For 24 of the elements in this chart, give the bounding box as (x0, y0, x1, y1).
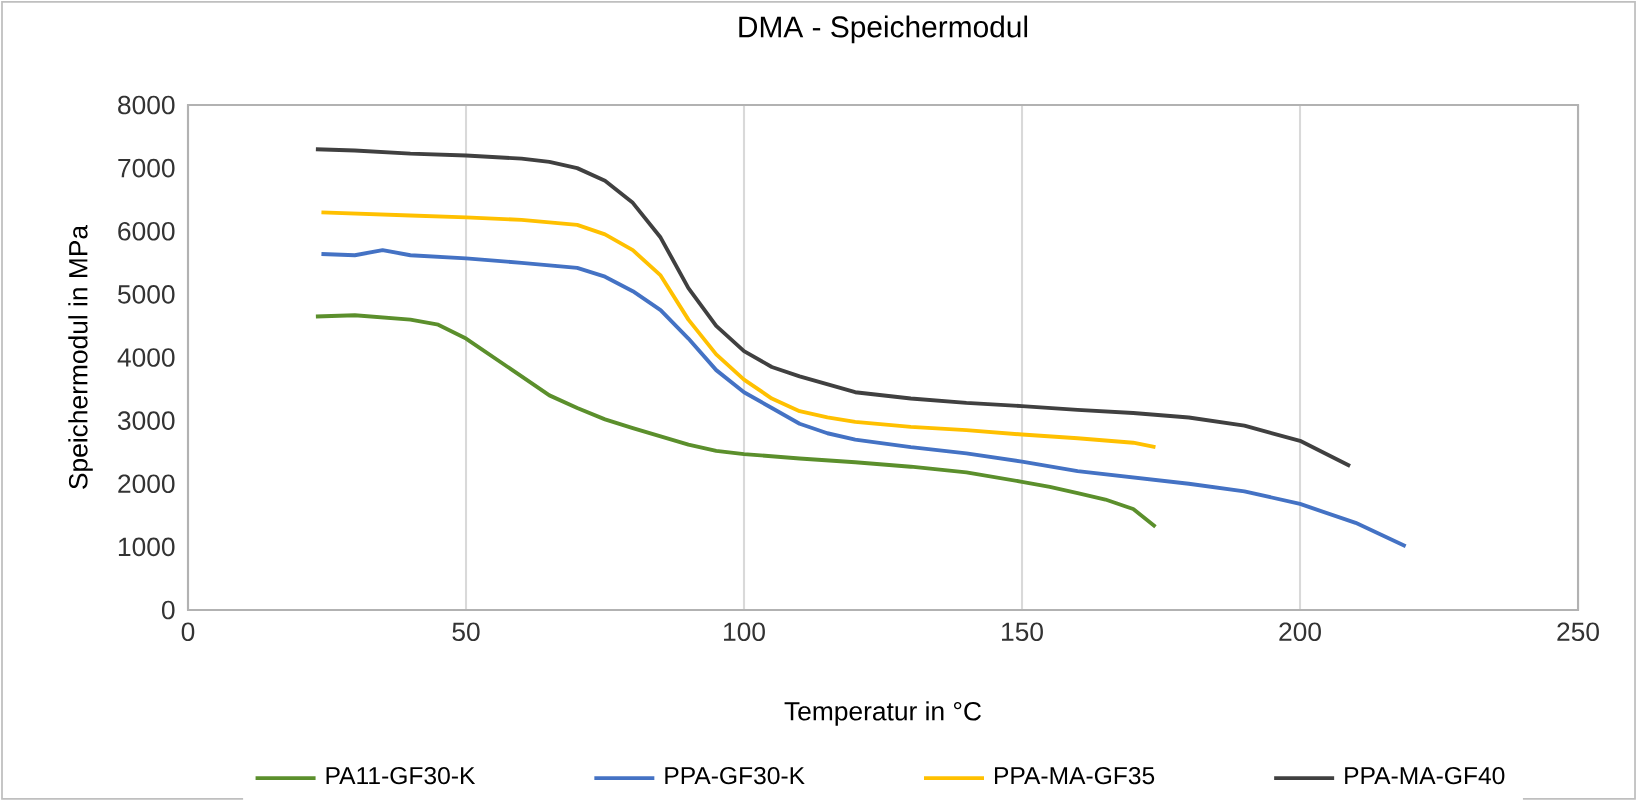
x-axis-title: Temperatur in °C (784, 701, 981, 726)
y-tick-label: 2000 (118, 474, 175, 494)
x-tick-label: 50 (452, 622, 480, 642)
y-tick-label: 7000 (118, 158, 175, 178)
line-series (313, 147, 1352, 469)
y-tick-label: 5000 (117, 285, 175, 304)
legend-label: PA11-GF30-K (326, 766, 476, 785)
x-tick-label: 150 (1002, 622, 1043, 642)
y-axis-title: Speichermodul in MPa (68, 224, 93, 489)
x-tick-label: 0 (181, 622, 195, 642)
legend-label: PPA-MA-GF40 (1345, 766, 1505, 785)
legend-label: PPA-GF30-K (665, 766, 805, 785)
line-series (319, 210, 1158, 450)
chart-title: DMA - Speichermodul (739, 15, 1028, 44)
legend-label: PPA-MA-GF35 (995, 766, 1155, 785)
x-tick-label: 200 (1279, 622, 1321, 642)
y-tick-label: 6000 (118, 221, 175, 241)
y-tick-label: 8000 (118, 95, 175, 115)
y-tick-label: 4000 (117, 348, 175, 367)
x-tick-label: 250 (1557, 622, 1599, 642)
x-tick-label: 100 (724, 622, 765, 642)
y-tick-label: 3000 (117, 411, 175, 430)
y-tick-label: 1000 (118, 537, 175, 557)
y-tick-label: 0 (161, 600, 175, 620)
